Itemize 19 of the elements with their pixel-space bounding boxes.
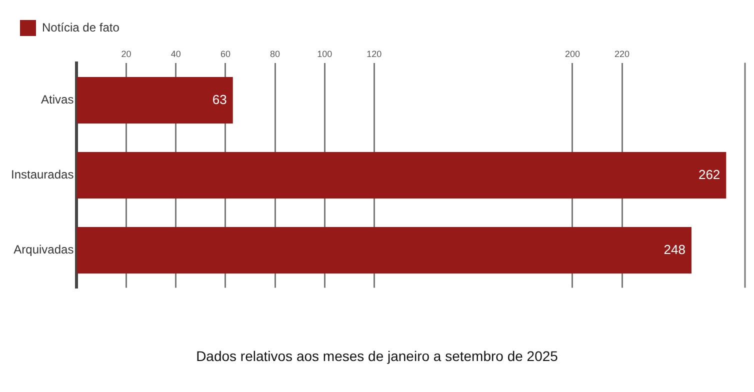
x-tick-label: 60 [220, 48, 230, 59]
x-tick-label: 40 [170, 48, 181, 59]
x-tick-label: 20 [121, 48, 132, 59]
y-tick-label: Instauradas [10, 168, 74, 182]
x-tick-label: 120 [366, 48, 382, 59]
bar [76, 152, 726, 199]
y-tick-label: Arquivadas [14, 242, 74, 257]
x-tick-label: 220 [614, 48, 630, 59]
x-tick-label: 100 [317, 48, 332, 59]
data-label: 63 [212, 92, 227, 107]
bar [76, 227, 692, 274]
data-label: 248 [664, 242, 686, 257]
y-tick-label: Ativas [41, 92, 74, 107]
x-tick-label: 200 [564, 48, 580, 59]
legend-label: Notícia de fato [42, 20, 120, 34]
x-tick-label: 80 [270, 48, 280, 59]
text: Dados relativos aos meses de janeiro a setembro de 2025 [195, 348, 559, 364]
bar [76, 77, 233, 124]
data-label: 262 [698, 166, 720, 182]
